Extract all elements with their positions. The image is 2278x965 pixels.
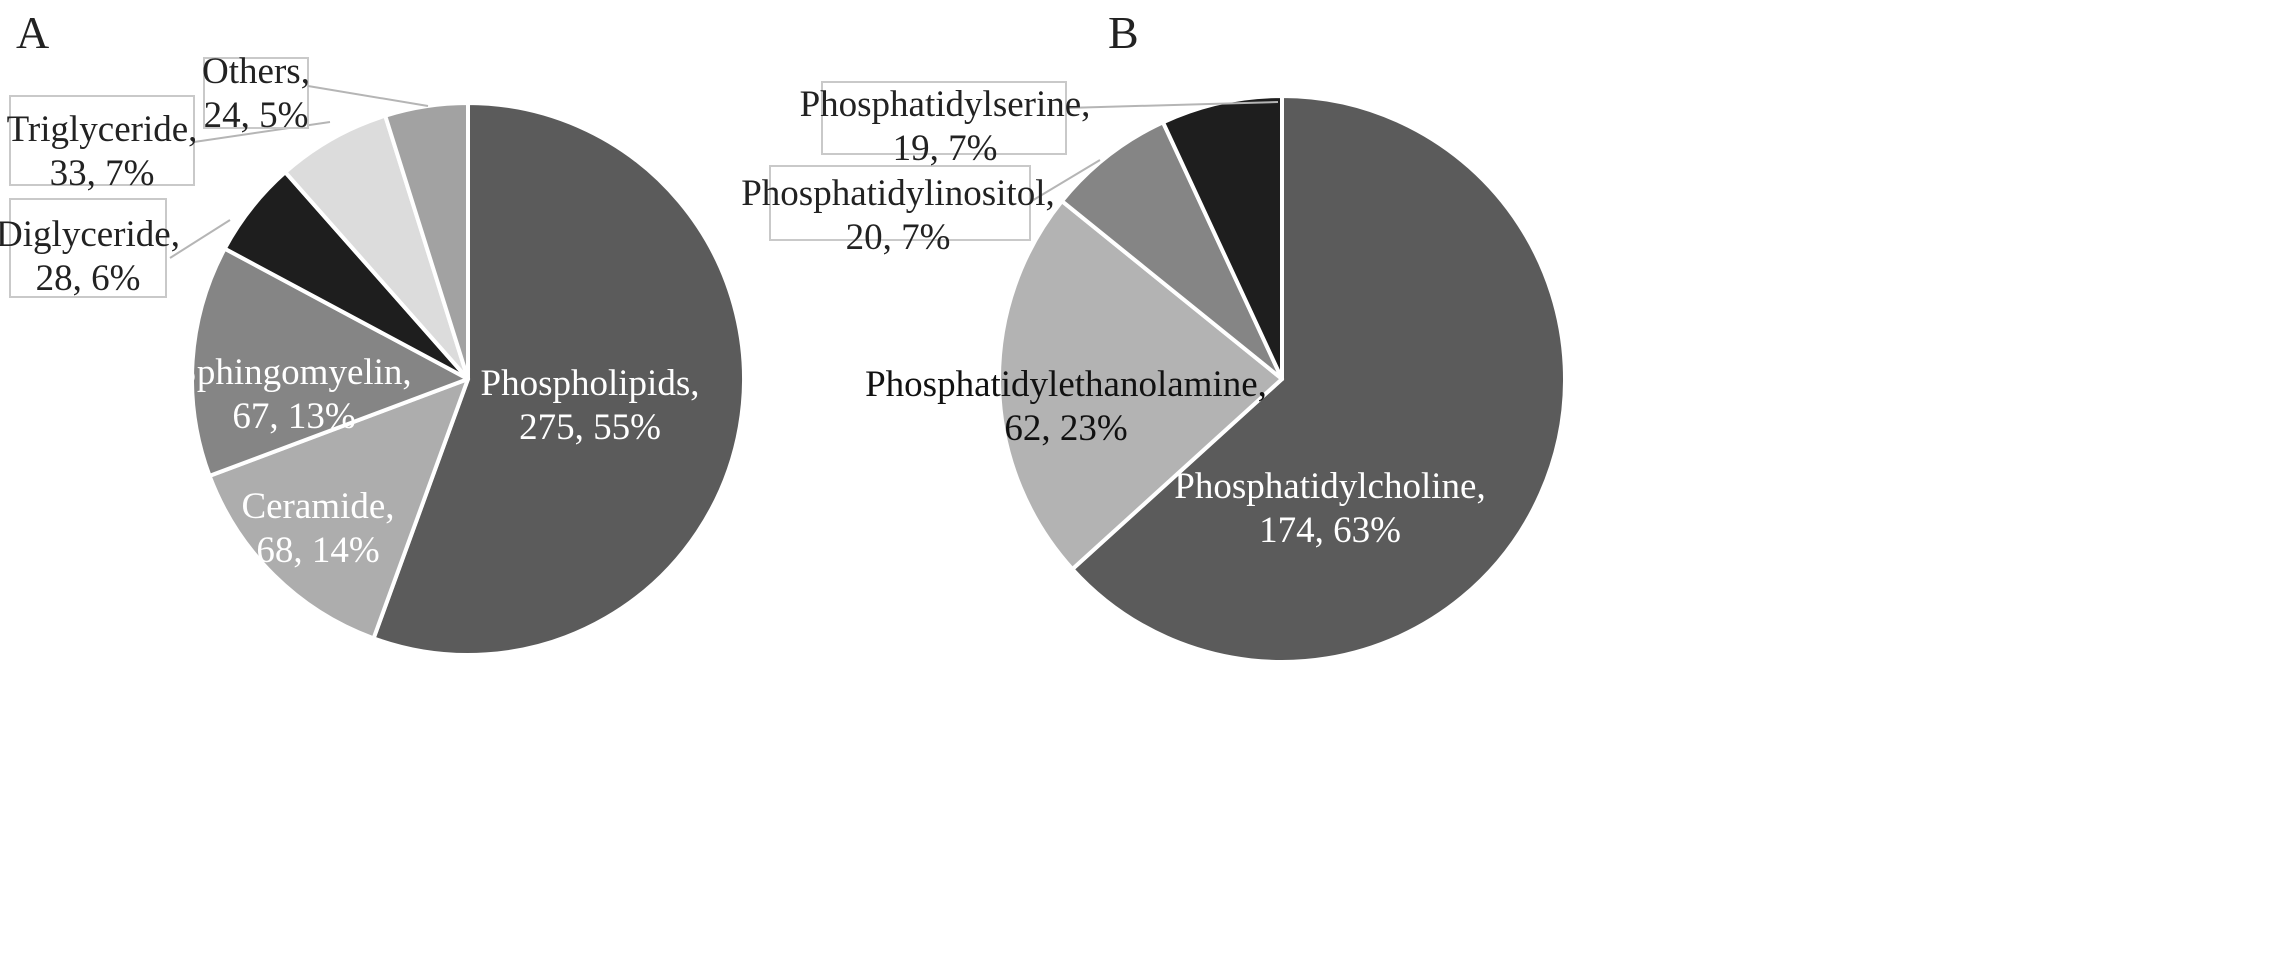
data-label-sphingomyelin: Sphingomyelin, 67, 13% bbox=[176, 352, 411, 437]
data-label-phosphatidylcholine: Phosphatidylcholine, 174, 63% bbox=[1174, 466, 1485, 551]
panel-label-b: B bbox=[1108, 7, 1139, 58]
callout-box-others bbox=[203, 57, 309, 129]
leader-line-others bbox=[307, 85, 429, 107]
pie-slice-sphingomyelin bbox=[190, 246, 470, 478]
callout-box-triglyceride bbox=[9, 95, 195, 186]
callout-box-phosphatidylinositol bbox=[769, 165, 1031, 241]
data-label-phospholipids: Phospholipids, 275, 55% bbox=[481, 363, 700, 448]
data-label-others: Others, 24, 5% bbox=[202, 51, 310, 136]
panel-label-a: A bbox=[16, 7, 49, 58]
leader-line-phosphatidylserine bbox=[1065, 101, 1279, 109]
data-label-ceramide: Ceramide, 68, 14% bbox=[241, 486, 394, 571]
data-label-phosphatidylserine: Phosphatidylserine, 19, 7% bbox=[800, 84, 1091, 169]
callout-box-diglyceride bbox=[9, 198, 167, 298]
data-label-phosphatidylethanolamine: Phosphatidylethanolamine, 62, 23% bbox=[865, 364, 1267, 449]
data-label-diglyceride: Diglyceride, 28, 6% bbox=[0, 214, 180, 299]
pie-slice-ceramide bbox=[207, 377, 470, 641]
pie-slice-phosphatidylcholine bbox=[1070, 94, 1567, 664]
pie-slice-phosphatidylethanolamine bbox=[997, 199, 1284, 572]
data-label-triglyceride: Triglyceride, 33, 7% bbox=[7, 109, 198, 194]
callout-box-phosphatidylserine bbox=[821, 81, 1067, 155]
leader-line-diglyceride bbox=[169, 219, 231, 259]
pie-chart-a: A Phospholipids, 275, 55% Ceramide, 68, 14%… bbox=[0, 7, 746, 657]
data-label-phosphatidylinositol: Phosphatidylinositol, 20, 7% bbox=[741, 173, 1055, 258]
leader-line-phosphatidylinositol bbox=[1029, 159, 1101, 203]
pie-slice-triglyceride bbox=[283, 113, 470, 381]
pie-slice-phospholipids bbox=[371, 101, 746, 657]
pie-chart-b: B Phosphatidylcholine, 174, 63% Phosphatid… bbox=[741, 7, 1567, 664]
pie-slice-phosphatidylinositol bbox=[1059, 120, 1284, 381]
